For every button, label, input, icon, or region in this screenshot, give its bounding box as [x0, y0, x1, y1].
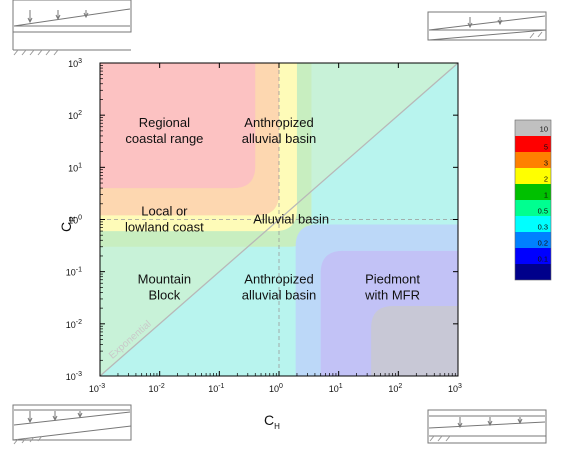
- region-label-line: Anthropized: [244, 115, 313, 130]
- region-label-line: Block: [148, 287, 180, 302]
- colorbar-cell: [515, 120, 551, 136]
- x-axis-subscript: H: [274, 422, 280, 431]
- y-tick-exp: 2: [78, 110, 82, 117]
- y-tick-exp: 3: [78, 58, 82, 65]
- y-tick-label: 103: [68, 58, 82, 69]
- region-label-line: Piedmont: [365, 271, 420, 286]
- schematic-top-right-icon: [427, 11, 547, 41]
- colorbar-label: 0.1: [538, 255, 548, 264]
- x-axis-title: CH: [264, 412, 280, 431]
- colorbar-cell: [515, 232, 551, 248]
- x-tick-label: 100: [269, 383, 283, 394]
- x-tick-base: 10: [89, 384, 99, 394]
- colorbar-cell: [515, 184, 551, 200]
- y-axis-symbol: C: [58, 222, 74, 232]
- y-tick-base: 10: [66, 268, 76, 278]
- y-tick-base: 10: [66, 372, 76, 382]
- y-tick-base: 10: [66, 320, 76, 330]
- x-tick-exp: -3: [99, 383, 105, 390]
- x-tick-exp: 0: [279, 383, 283, 390]
- y-tick-base: 10: [68, 111, 78, 121]
- y-tick-exp: 1: [78, 162, 82, 169]
- y-tick-exp: -2: [76, 319, 82, 326]
- region-label: Anthropized alluvial basin: [242, 115, 316, 146]
- colorbar-label: 1: [544, 191, 548, 200]
- colorbar: 10 5 3 2 1 0.5 0.3 0.2 0.1: [514, 119, 552, 281]
- colorbar-cell: [515, 136, 551, 152]
- x-tick-exp: 2: [398, 383, 402, 390]
- region-label: Alluvial basin: [253, 212, 329, 227]
- colorbar-label: 0.2: [538, 239, 548, 248]
- y-tick-exp: 0: [78, 215, 82, 222]
- x-axis-symbol: C: [264, 412, 274, 428]
- colorbar-label: 2: [544, 175, 548, 184]
- colorbar-frame: [514, 119, 552, 281]
- schematic-bottom-right-icon: [427, 409, 547, 444]
- colorbar-label: 0.5: [538, 207, 548, 216]
- field-band-0.1-0.2: [371, 305, 458, 376]
- region-label-line: lowland coast: [125, 220, 204, 235]
- axis-ticks: 10-3 10-2 10-1 100 101 102 10310-310-210-11001…: [66, 58, 462, 394]
- y-tick-label: 10-2: [66, 319, 82, 330]
- x-tick-base: 10: [269, 384, 279, 394]
- x-tick-label: 101: [329, 383, 343, 394]
- colorbar-cell: [515, 264, 551, 280]
- x-tick-base: 10: [388, 384, 398, 394]
- region-label: Mountain Block: [138, 271, 191, 302]
- x-tick-exp: 1: [339, 383, 343, 390]
- x-tick-exp: -1: [218, 383, 224, 390]
- x-tick-label: 10-3: [89, 383, 105, 394]
- region-label-line: alluvial basin: [242, 131, 316, 146]
- x-tick-exp: -2: [159, 383, 165, 390]
- region-label-line: with MFR: [364, 287, 420, 302]
- x-tick-base: 10: [329, 384, 339, 394]
- y-tick-label: 102: [68, 110, 82, 121]
- x-tick-base: 10: [208, 384, 218, 394]
- region-label-line: Regional: [139, 115, 190, 130]
- y-axis-subscript: R: [68, 216, 77, 222]
- x-tick-label: 102: [388, 383, 402, 394]
- x-tick-base: 10: [448, 384, 458, 394]
- y-tick-base: 10: [68, 216, 78, 226]
- colorbar-label: 5: [544, 143, 548, 152]
- colorbar-label: 3: [544, 159, 548, 168]
- y-tick-label: 101: [68, 162, 82, 173]
- x-tick-exp: 3: [458, 383, 462, 390]
- region-label-line: coastal range: [125, 131, 203, 146]
- colorbar-cell: [515, 152, 551, 168]
- y-tick-exp: -1: [76, 267, 82, 274]
- y-axis-title: CR: [58, 216, 77, 232]
- region-label-line: Local or: [141, 204, 188, 219]
- region-label-line: alluvial basin: [242, 287, 316, 302]
- colorbar-label: 0.3: [538, 223, 548, 232]
- y-tick-base: 10: [68, 59, 78, 69]
- y-tick-exp: -3: [76, 371, 82, 378]
- region-label: Regional coastal range: [125, 115, 203, 146]
- x-tick-base: 10: [149, 384, 159, 394]
- colorbar-cell: [515, 216, 551, 232]
- colorbar-cell: [515, 168, 551, 184]
- y-tick-label: 10-3: [66, 371, 82, 382]
- field-band-gt10: [100, 63, 256, 189]
- schematic-bottom-left-icon: [12, 404, 132, 445]
- schematic-top-left-icon: [12, 0, 132, 56]
- y-tick-label: 10-1: [66, 267, 82, 278]
- y-tick-label: 100: [68, 215, 82, 226]
- colorbar-cell: [515, 248, 551, 264]
- region-label-line: Mountain: [138, 271, 191, 286]
- x-tick-label: 10-1: [208, 383, 224, 394]
- colorbar-cell: [515, 200, 551, 216]
- colorbar-label: 10: [540, 125, 548, 134]
- region-label: Piedmont with MFR: [364, 271, 420, 302]
- region-label-line: Alluvial basin: [253, 212, 329, 227]
- region-label: Anthropized alluvial basin: [242, 271, 316, 302]
- region-label-line: Anthropized: [244, 271, 313, 286]
- x-tick-label: 103: [448, 383, 462, 394]
- x-tick-label: 10-2: [149, 383, 165, 394]
- region-label: Local or lowland coast: [125, 204, 204, 235]
- y-tick-base: 10: [68, 163, 78, 173]
